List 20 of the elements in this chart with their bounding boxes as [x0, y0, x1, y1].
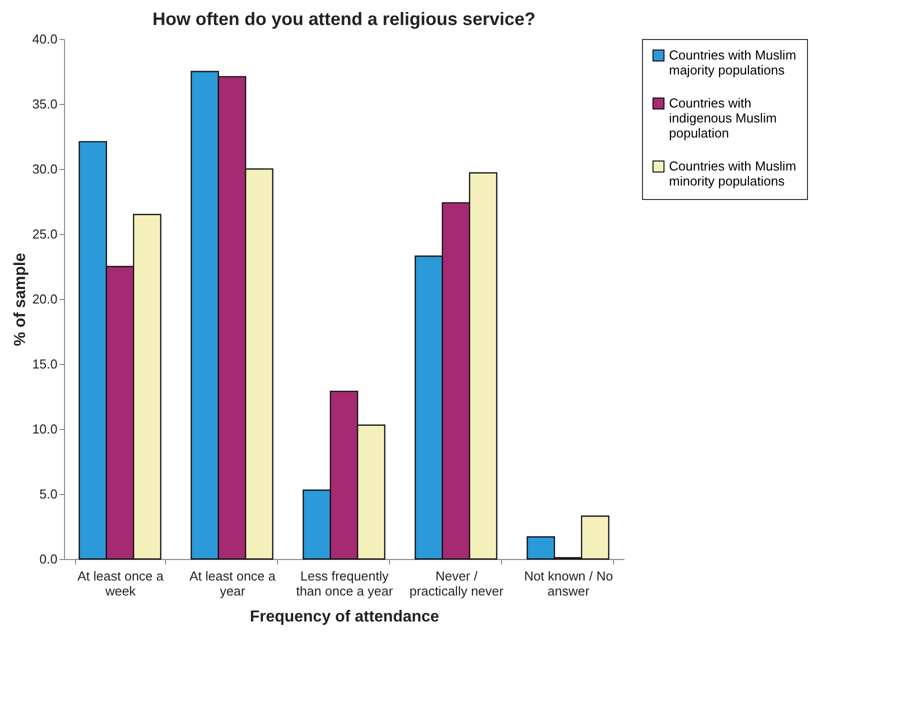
y-tick-label: 10.0: [32, 422, 58, 436]
legend-label: Countries with Muslim minority populations: [669, 158, 796, 188]
x-tick-label: Not known / No answer: [524, 568, 613, 598]
y-tick-label: 15.0: [32, 356, 58, 372]
y-axis-title: % of sample: [12, 252, 30, 346]
y-tick-label: 35.0: [32, 96, 58, 112]
y-tick-label: 30.0: [32, 162, 58, 176]
x-tick-label: Never / practically never: [410, 568, 504, 598]
y-tick-label: 20.0: [32, 292, 58, 306]
x-tick-label: Less frequently than once a year: [296, 568, 394, 598]
x-tick-label: At least once a year: [190, 568, 276, 598]
y-tick-label: 0.0: [39, 552, 58, 566]
chart-title: How often do you attend a religious service?: [152, 9, 536, 29]
y-tick-label: 5.0: [39, 486, 58, 502]
y-tick-label: 40.0: [32, 32, 58, 46]
x-tick-label: At least once a week: [78, 568, 164, 598]
y-tick-label: 25.0: [32, 226, 58, 242]
legend-label: Countries with indigenous Muslim population: [669, 96, 777, 140]
legend-label: Countries with Muslim majority populations: [669, 48, 796, 78]
x-axis-title: Frequency of attendance: [250, 608, 440, 626]
